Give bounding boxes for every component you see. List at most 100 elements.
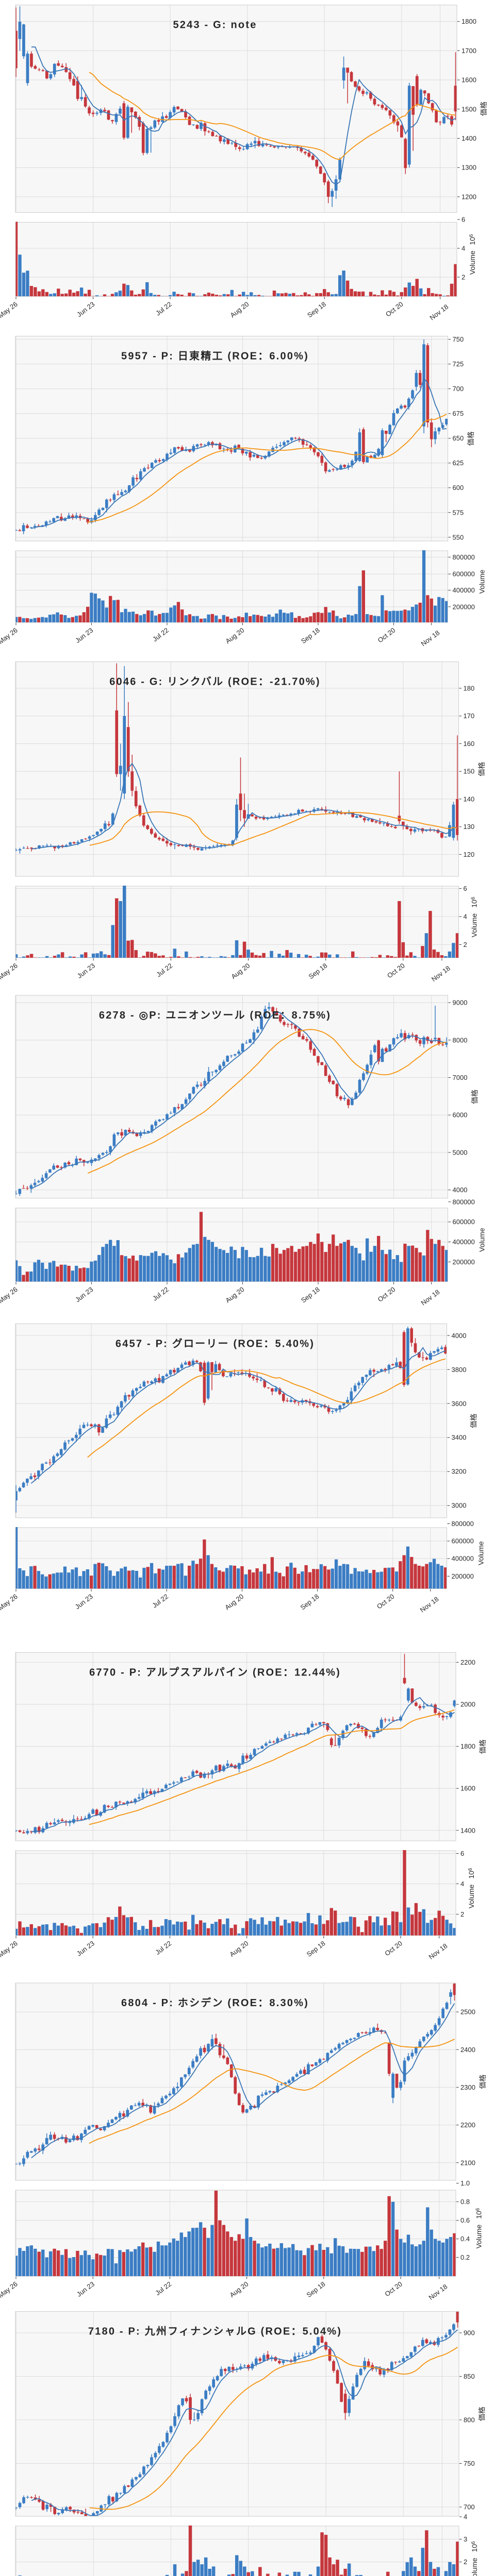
svg-text:675: 675: [453, 410, 464, 417]
svg-text:Oct 20: Oct 20: [386, 961, 406, 979]
svg-text:1400: 1400: [460, 1826, 475, 1834]
svg-text:2500: 2500: [460, 2008, 475, 2016]
svg-text:200000: 200000: [453, 603, 475, 611]
svg-text:7000: 7000: [453, 1074, 468, 1081]
svg-text:Volume: Volume: [478, 1228, 486, 1252]
svg-text:800000: 800000: [453, 1198, 475, 1206]
svg-text:3800: 3800: [452, 1366, 467, 1374]
svg-text:Oct 20: Oct 20: [375, 1592, 396, 1611]
svg-text:Nov 18: Nov 18: [428, 303, 450, 322]
svg-text:9000: 9000: [453, 999, 468, 1007]
svg-text:0.2: 0.2: [460, 2253, 470, 2261]
svg-text:600000: 600000: [453, 1218, 475, 1226]
svg-text:3600: 3600: [452, 1400, 467, 1408]
svg-text:Nov 18: Nov 18: [420, 1288, 441, 1307]
svg-text:150: 150: [464, 768, 475, 775]
svg-text:May 26: May 26: [0, 626, 19, 646]
svg-text:1600: 1600: [460, 1785, 475, 1792]
svg-text:1.0: 1.0: [460, 2179, 470, 2187]
svg-text:550: 550: [453, 533, 464, 541]
svg-text:Jul 22: Jul 22: [154, 2280, 173, 2297]
svg-text:Sep 18: Sep 18: [305, 1939, 327, 1958]
svg-text:160: 160: [464, 740, 475, 748]
svg-text:価格: 価格: [480, 101, 488, 116]
svg-text:1800: 1800: [461, 18, 476, 25]
svg-text:May 26: May 26: [0, 1592, 19, 1612]
svg-text:Sep 18: Sep 18: [306, 300, 327, 319]
svg-text:Jul 22: Jul 22: [154, 1939, 173, 1956]
svg-text:価格: 価格: [469, 1414, 477, 1428]
svg-text:Jul 22: Jul 22: [154, 300, 173, 317]
svg-text:Volume 106: Volume 106: [470, 896, 478, 937]
svg-text:2: 2: [461, 273, 465, 281]
svg-text:May 26: May 26: [0, 2280, 19, 2299]
svg-text:Jun 23: Jun 23: [76, 961, 96, 979]
svg-text:850: 850: [464, 2372, 475, 2380]
svg-text:3400: 3400: [452, 1434, 467, 1442]
svg-text:0.4: 0.4: [460, 2235, 470, 2243]
svg-text:4: 4: [460, 1880, 464, 1888]
svg-text:575: 575: [453, 509, 464, 516]
svg-text:650: 650: [453, 434, 464, 442]
svg-text:Jun 23: Jun 23: [74, 626, 94, 644]
svg-text:800000: 800000: [453, 553, 475, 561]
svg-text:6804 - P: ホシデン (ROE：8.30%): 6804 - P: ホシデン (ROE：8.30%): [121, 1996, 309, 2009]
svg-text:700: 700: [464, 2503, 475, 2511]
svg-text:4000: 4000: [452, 1332, 467, 1340]
svg-text:Volume 106: Volume 106: [470, 2541, 478, 2576]
svg-text:8000: 8000: [453, 1036, 468, 1044]
svg-text:0.6: 0.6: [460, 2216, 470, 2224]
svg-text:140: 140: [464, 795, 475, 803]
svg-text:Jul 22: Jul 22: [151, 1592, 170, 1609]
svg-text:180: 180: [464, 684, 475, 692]
svg-text:4: 4: [461, 245, 465, 252]
svg-text:400000: 400000: [452, 1555, 474, 1563]
svg-text:625: 625: [453, 459, 464, 467]
svg-text:400000: 400000: [453, 586, 475, 594]
svg-text:6000: 6000: [453, 1111, 468, 1119]
svg-text:7180 - P: 九州フィナンシャルG (ROE：5.04: 7180 - P: 九州フィナンシャルG (ROE：5.04%): [88, 2326, 342, 2337]
svg-text:170: 170: [464, 712, 475, 720]
svg-text:Jun 23: Jun 23: [74, 1285, 94, 1303]
svg-text:Oct 20: Oct 20: [376, 1285, 397, 1303]
svg-text:May 26: May 26: [0, 961, 19, 981]
svg-text:Volume 106: Volume 106: [467, 1868, 475, 1908]
svg-text:Aug 20: Aug 20: [229, 300, 251, 319]
svg-text:Jun 23: Jun 23: [74, 1592, 94, 1611]
svg-text:Aug 20: Aug 20: [223, 1592, 245, 1612]
svg-text:Jul 22: Jul 22: [151, 626, 170, 643]
svg-text:Oct 20: Oct 20: [376, 626, 397, 644]
svg-text:May 26: May 26: [0, 300, 19, 320]
svg-text:2200: 2200: [460, 1658, 475, 1666]
svg-text:Jun 23: Jun 23: [75, 1939, 96, 1957]
svg-text:600000: 600000: [453, 570, 475, 578]
svg-text:6: 6: [461, 216, 465, 224]
svg-text:2100: 2100: [460, 2159, 475, 2166]
svg-text:200000: 200000: [453, 1258, 475, 1266]
svg-text:Nov 18: Nov 18: [420, 629, 441, 648]
svg-text:Nov 18: Nov 18: [430, 964, 452, 983]
svg-text:May 26: May 26: [0, 1939, 19, 1959]
svg-text:価格: 価格: [477, 762, 486, 776]
svg-text:2200: 2200: [460, 2121, 475, 2129]
svg-text:価格: 価格: [470, 1090, 478, 1104]
svg-text:Oct 20: Oct 20: [384, 300, 405, 318]
svg-text:0.8: 0.8: [460, 2198, 470, 2206]
svg-text:3200: 3200: [452, 1468, 467, 1476]
svg-text:Volume 106: Volume 106: [468, 234, 476, 275]
svg-text:5243 - G: note: 5243 - G: note: [173, 20, 257, 31]
svg-text:800: 800: [464, 2416, 475, 2424]
svg-text:6770 - P: アルプスアルパイン (ROE：12.44: 6770 - P: アルプスアルパイン (ROE：12.44%): [89, 1667, 341, 1679]
svg-text:Oct 20: Oct 20: [383, 1939, 404, 1957]
svg-text:Volume: Volume: [478, 569, 486, 594]
svg-text:Aug 20: Aug 20: [224, 1285, 245, 1304]
svg-text:Volume: Volume: [477, 1541, 485, 1565]
svg-text:1800: 1800: [460, 1742, 475, 1750]
svg-text:200000: 200000: [452, 1572, 474, 1580]
svg-text:1500: 1500: [461, 105, 476, 113]
svg-text:2400: 2400: [460, 2046, 475, 2054]
svg-text:Jul 22: Jul 22: [151, 1285, 170, 1302]
svg-text:5000: 5000: [453, 1148, 468, 1156]
svg-text:600: 600: [453, 484, 464, 492]
svg-text:120: 120: [464, 851, 475, 858]
